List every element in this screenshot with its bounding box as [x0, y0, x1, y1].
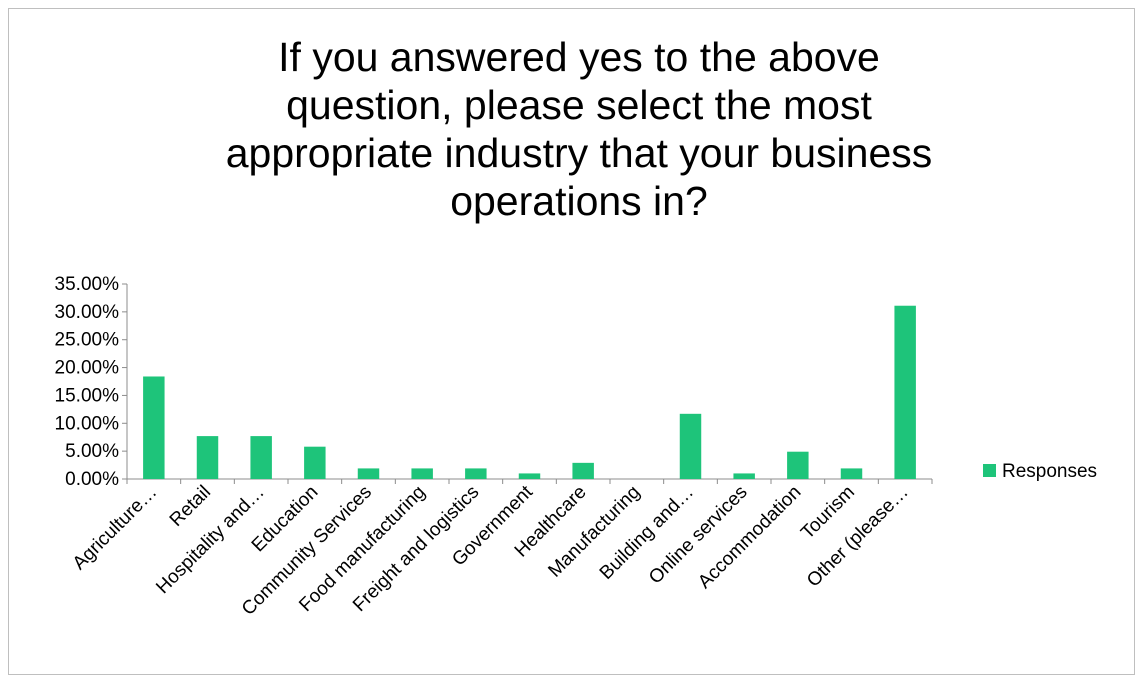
bar: [465, 468, 487, 479]
y-tick-label: 25.00%: [55, 330, 120, 351]
category-label: Agriculture…: [69, 482, 162, 575]
bar: [840, 468, 863, 479]
title-line-4: operations in?: [450, 178, 708, 224]
category-label: Retail: [166, 482, 215, 531]
y-tick-label: 15.00%: [55, 385, 120, 406]
bar: [196, 436, 219, 479]
bar: [787, 451, 809, 479]
y-tick-label: 0.00%: [65, 469, 119, 490]
y-tick-label: 10.00%: [55, 413, 120, 434]
chart-frame: If you answered yes to the above questio…: [8, 8, 1135, 675]
bar: [304, 446, 326, 479]
legend-label: Responses: [1002, 461, 1097, 482]
legend-swatch: [983, 464, 996, 477]
y-tick-label: 20.00%: [55, 358, 120, 379]
title-line-2: question, please select the most: [286, 82, 872, 128]
bar: [411, 468, 433, 479]
category-label: Building and…: [596, 482, 698, 584]
chart-title: If you answered yes to the above questio…: [109, 33, 1049, 225]
bar: [733, 473, 755, 479]
bar: [250, 436, 272, 479]
category-label: Manufacturing: [544, 482, 644, 582]
y-tick-label: 35.00%: [55, 274, 120, 295]
category-label: Other (please…: [803, 482, 913, 592]
bar: [518, 473, 541, 479]
bar: [357, 468, 380, 479]
y-tick-label: 30.00%: [55, 302, 120, 323]
title-line-3: appropriate industry that your business: [225, 130, 933, 176]
bar: [143, 376, 165, 479]
bar: [572, 462, 594, 479]
title-line-1: If you answered yes to the above: [278, 34, 880, 80]
category-label: Online services: [645, 482, 752, 589]
bar: [679, 413, 702, 479]
y-tick-label: 5.00%: [65, 441, 119, 462]
bar: [894, 305, 916, 479]
